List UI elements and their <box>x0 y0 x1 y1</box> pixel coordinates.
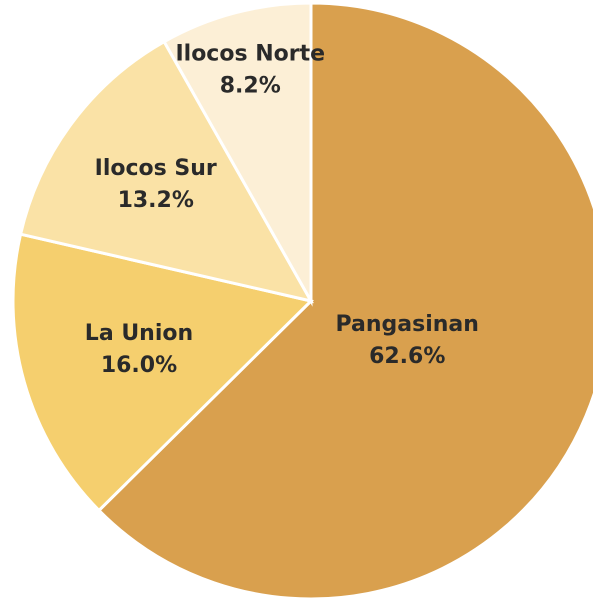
slice-value-label: 62.6% <box>369 344 445 369</box>
slice-label: Pangasinan <box>336 312 479 337</box>
pie-slice <box>11 232 314 513</box>
slice-label: La Union <box>85 321 193 346</box>
slice-value-label: 8.2% <box>220 73 281 98</box>
pie-slice <box>96 1 593 601</box>
pie-slice <box>162 1 313 307</box>
slice-label: Ilocos Sur <box>95 156 217 181</box>
pie-slice <box>18 39 314 304</box>
slice-value-label: 13.2% <box>118 188 194 213</box>
slice-value-label: 16.0% <box>101 353 177 378</box>
slice-label: Ilocos Norte <box>175 41 325 66</box>
